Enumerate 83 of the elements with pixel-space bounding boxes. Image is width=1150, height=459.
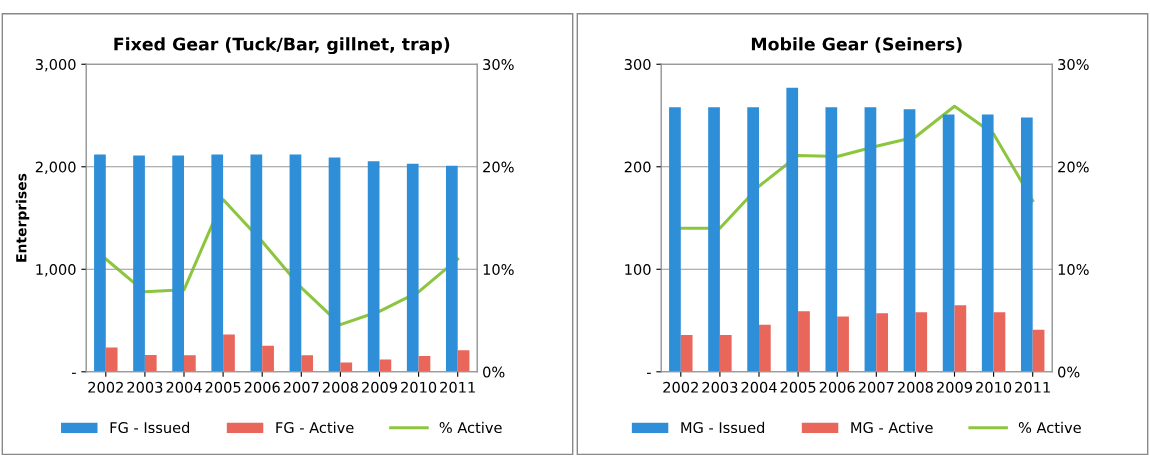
bar xyxy=(903,109,916,372)
chart-title: Fixed Gear (Tuck/Bar, gillnet, trap) xyxy=(114,37,450,55)
bar xyxy=(719,334,732,372)
x-tick-label: 2011 xyxy=(1015,381,1050,393)
bar xyxy=(262,345,274,372)
y-tick-label: 200 xyxy=(624,161,651,173)
bar xyxy=(747,107,759,372)
bar xyxy=(915,312,928,372)
y2-tick-label: 0% xyxy=(1058,366,1080,378)
x-tick-label: 2002 xyxy=(663,381,698,393)
legend-label: FG - Active xyxy=(276,421,354,434)
y-tick-label: - xyxy=(71,372,76,374)
y-tick-label: - xyxy=(646,372,651,374)
legend-label: MG - Active xyxy=(851,421,933,434)
y-tick-label: 3,000 xyxy=(35,58,76,72)
bar xyxy=(184,355,196,372)
bar xyxy=(786,87,799,372)
y2-tick-label: 20% xyxy=(1058,161,1089,173)
bar xyxy=(837,316,849,372)
bar xyxy=(105,347,118,372)
x-tick-label: 2005 xyxy=(205,381,241,393)
y-tick-label: 100 xyxy=(625,264,651,276)
bar xyxy=(708,107,720,372)
x-tick-label: 2010 xyxy=(401,381,437,393)
y2-tick-label: 10% xyxy=(483,264,514,276)
y2-tick-label: 20% xyxy=(483,161,514,173)
legend-label: % Active xyxy=(439,421,502,434)
bar xyxy=(1020,117,1033,372)
bar xyxy=(954,305,967,372)
x-tick-label: 2009 xyxy=(937,381,973,393)
y-tick-label: 300 xyxy=(624,58,651,71)
bar xyxy=(367,161,380,372)
x-tick-label: 2008 xyxy=(897,381,933,393)
bar xyxy=(379,359,392,372)
y2-tick-label: 10% xyxy=(1058,264,1089,276)
bar xyxy=(144,354,157,372)
bar xyxy=(993,312,1006,372)
y2-tick-label: 30% xyxy=(483,58,514,71)
bar xyxy=(669,107,681,372)
x-tick-label: 2002 xyxy=(88,381,123,393)
legend-label: MG - Issued xyxy=(681,421,765,434)
bar xyxy=(289,154,302,372)
bar xyxy=(223,334,235,372)
bar xyxy=(798,311,810,372)
y2-tick-label: 0% xyxy=(483,366,505,378)
x-tick-label: 2003 xyxy=(702,381,738,393)
y2-tick-label: 30% xyxy=(1058,58,1089,71)
bar xyxy=(876,313,889,372)
y-tick-label: 1,000 xyxy=(36,264,76,277)
bar xyxy=(211,154,224,372)
chart-title: Mobile Gear (Seiners) xyxy=(751,37,962,53)
bar xyxy=(1032,329,1045,372)
bar xyxy=(457,350,470,372)
y-tick-label: 2,000 xyxy=(35,161,76,175)
bar xyxy=(250,154,263,372)
bar xyxy=(942,114,955,372)
x-tick-label: 2010 xyxy=(976,381,1012,393)
x-tick-label: 2006 xyxy=(244,381,280,393)
x-tick-label: 2007 xyxy=(858,381,894,393)
legend-label: % Active xyxy=(1018,421,1081,434)
x-tick-label: 2009 xyxy=(362,381,398,393)
x-tick-label: 2008 xyxy=(322,381,358,393)
bar xyxy=(328,157,341,372)
x-tick-label: 2004 xyxy=(741,381,777,393)
bar xyxy=(825,107,838,372)
bar xyxy=(864,107,877,372)
x-tick-label: 2011 xyxy=(440,381,475,393)
bar xyxy=(445,165,458,372)
bar xyxy=(301,355,314,372)
x-tick-label: 2004 xyxy=(166,381,202,393)
bar xyxy=(981,114,994,372)
bar xyxy=(759,324,771,372)
legend-label: FG - Issued xyxy=(110,421,190,434)
bar xyxy=(406,163,419,372)
bar xyxy=(133,155,145,372)
y-axis-title: Enterprises xyxy=(15,173,30,262)
x-tick-label: 2005 xyxy=(780,381,816,393)
bar xyxy=(94,154,106,372)
x-tick-label: 2006 xyxy=(819,381,855,393)
x-tick-label: 2003 xyxy=(127,381,163,393)
x-tick-label: 2007 xyxy=(283,381,319,393)
bar xyxy=(680,334,693,372)
bar xyxy=(172,155,184,372)
